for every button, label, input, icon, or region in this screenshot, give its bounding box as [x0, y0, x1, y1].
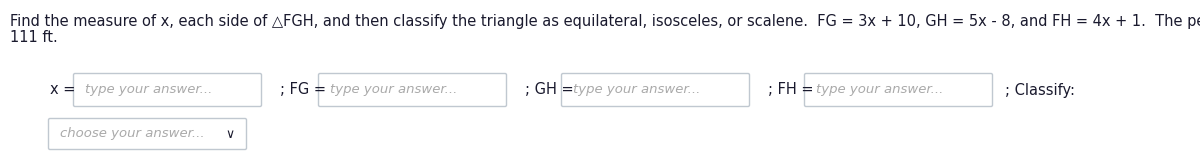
Text: ; GH =: ; GH = [526, 83, 574, 97]
Text: 111 ft.: 111 ft. [10, 30, 58, 45]
FancyBboxPatch shape [804, 73, 992, 107]
Text: type your answer...: type your answer... [330, 83, 457, 97]
Text: type your answer...: type your answer... [574, 83, 701, 97]
FancyBboxPatch shape [562, 73, 750, 107]
Text: Find the measure of x, each side of △FGH, and then classify the triangle as equi: Find the measure of x, each side of △FGH… [10, 14, 1200, 29]
Text: x =: x = [50, 83, 76, 97]
FancyBboxPatch shape [318, 73, 506, 107]
Text: choose your answer...: choose your answer... [60, 128, 205, 140]
Text: ; Classify:: ; Classify: [1006, 83, 1075, 97]
FancyBboxPatch shape [73, 73, 262, 107]
Text: ; FG =: ; FG = [280, 83, 326, 97]
Text: type your answer...: type your answer... [85, 83, 212, 97]
FancyBboxPatch shape [48, 118, 246, 150]
Text: ; FH =: ; FH = [768, 83, 814, 97]
Text: type your answer...: type your answer... [816, 83, 943, 97]
Text: ∨: ∨ [226, 128, 235, 140]
